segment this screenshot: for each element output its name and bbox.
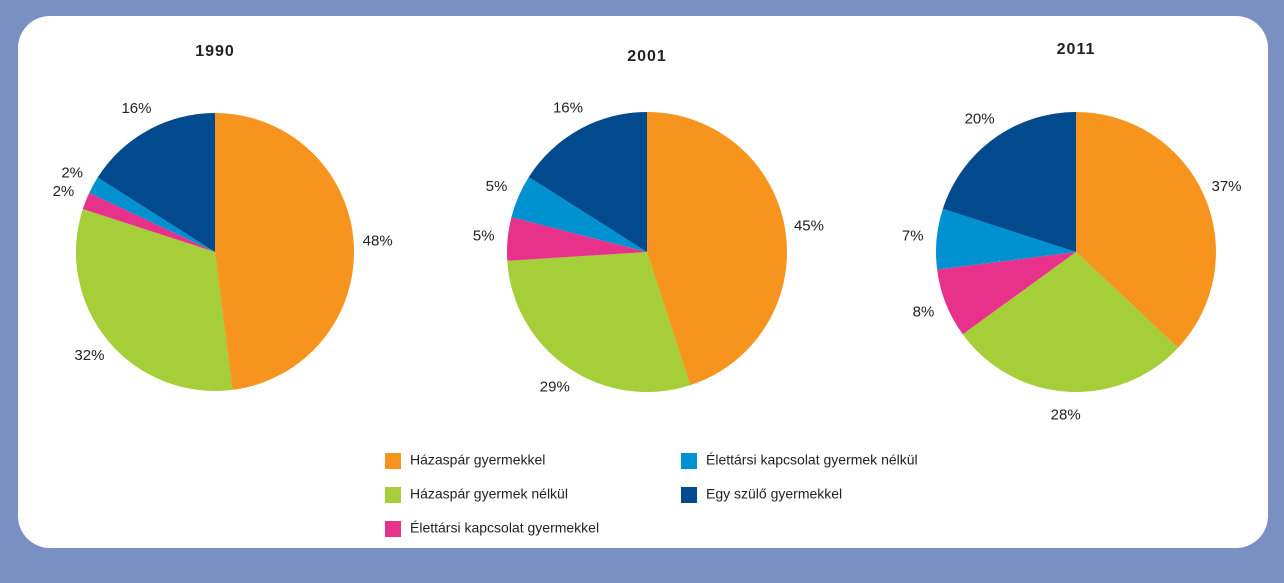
chart-title: 2011 [1057, 41, 1096, 58]
value-label: 48% [363, 233, 393, 250]
value-label: 37% [1211, 178, 1241, 195]
pie-slice [511, 176, 647, 252]
pie-slice [942, 112, 1076, 252]
pie-slice [1076, 112, 1216, 348]
value-label: 2% [61, 164, 83, 181]
legend-label: Egy szülő gyermekkel [706, 486, 842, 502]
value-label: 8% [913, 303, 935, 320]
legend-label: Házaspár gyermekkel [410, 452, 545, 468]
legend-swatch [385, 521, 401, 537]
pie-slice [97, 113, 215, 252]
pie-slice [82, 192, 215, 252]
pie-slice [935, 208, 1076, 270]
legend-label: Házaspár gyermek nélkül [410, 486, 568, 502]
chart-title: 1990 [195, 43, 235, 60]
value-label: 7% [902, 228, 924, 245]
legend-swatch [385, 453, 401, 469]
value-label: 5% [473, 228, 495, 245]
value-label: 5% [486, 178, 508, 195]
value-label: 20% [965, 110, 995, 127]
value-label: 2% [53, 183, 75, 200]
pie-slice [937, 252, 1076, 335]
value-label: 16% [553, 99, 583, 116]
pie-slice [962, 252, 1179, 393]
legend-swatch [681, 487, 697, 503]
chart-title: 2001 [627, 48, 667, 65]
value-label: 45% [794, 217, 824, 234]
legend-swatch [385, 487, 401, 503]
pie-slice [89, 177, 215, 252]
legend-label: Élettársi kapcsolat gyermekkel [410, 520, 599, 536]
pie-slice [215, 113, 354, 390]
value-label: 28% [1051, 407, 1081, 424]
pie-slice [507, 252, 691, 393]
pie-slice [76, 209, 233, 391]
legend-label: Élettársi kapcsolat gyermek nélkül [706, 452, 918, 468]
pie-slice [647, 112, 787, 386]
value-label: 29% [540, 379, 570, 396]
value-label: 16% [121, 100, 151, 117]
pie-slice [528, 112, 647, 252]
value-label: 32% [74, 347, 104, 364]
pie-slice [507, 217, 647, 261]
legend-swatch [681, 453, 697, 469]
